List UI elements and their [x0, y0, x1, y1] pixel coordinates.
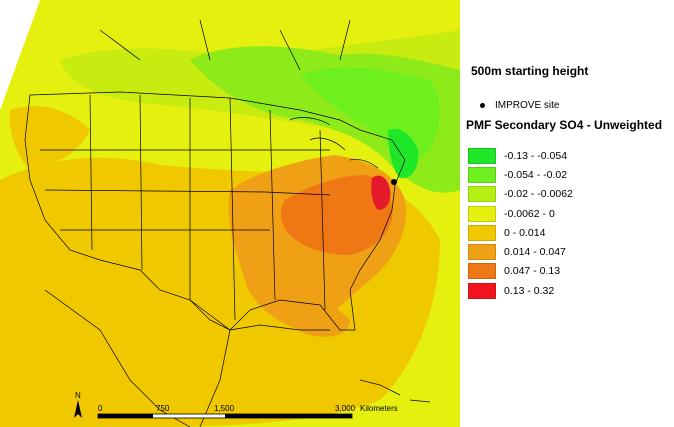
state-lines-vertical [89, 94, 326, 321]
zone-pos-medium-gulf [275, 289, 350, 337]
legend-label: 0.13 - 0.32 [504, 284, 555, 297]
great-lakes [289, 117, 379, 169]
us-outline [24, 91, 406, 331]
scale-tick-2: 1,500 [214, 404, 235, 413]
legend-swatch [468, 205, 496, 222]
legend-swatch [468, 263, 496, 280]
scale-tick-0: 0 [98, 404, 103, 413]
improve-site-marker[interactable] [391, 179, 397, 185]
legend-title: PMF Secondary SO4 - Unweighted [466, 118, 663, 132]
legend-label: -0.13 - -0.054 [504, 149, 568, 162]
zone-pos-high [280, 175, 393, 255]
legend-item: 0.014 - 0.047 [468, 242, 573, 261]
legend-label: 0.047 - 0.13 [504, 265, 561, 278]
site-dot-icon [480, 103, 485, 108]
zone-pos-max [371, 175, 391, 210]
legend-item: -0.02 - -0.0062 [468, 185, 573, 204]
site-legend: IMPROVE site [468, 100, 559, 111]
zone-pos-low-west [9, 106, 90, 170]
scale-units: Kilometers [360, 404, 398, 413]
legend-item: 0 - 0.014 [468, 223, 573, 242]
zone-neg-max [388, 128, 419, 179]
no-data-corner [0, 0, 40, 110]
legend-items: -0.13 - -0.054 -0.054 - -0.02 -0.02 - -0… [468, 146, 573, 300]
north-arrow: N [74, 391, 82, 418]
legend-swatch [468, 224, 496, 241]
legend-panel: 500m starting height IMPROVE site PMF Se… [462, 0, 674, 427]
legend-swatch [468, 244, 496, 261]
north-label: N [75, 391, 81, 400]
legend-label: 0.014 - 0.047 [504, 246, 566, 259]
state-lines-horizontal [40, 149, 331, 231]
boundary-lines [24, 19, 431, 427]
site-legend-label: IMPROVE site [495, 100, 560, 111]
legend-label: -0.054 - -0.02 [504, 168, 568, 181]
legend-swatch [468, 186, 496, 203]
scale-bar: 0 750 1,500 3,000 Kilometers [97, 404, 398, 419]
scale-tick-1: 750 [156, 404, 170, 413]
legend-item: 0.047 - 0.13 [468, 262, 573, 281]
legend-label: -0.0062 - 0 [504, 207, 555, 220]
scale-tick-3: 3,000 [335, 404, 356, 413]
legend-label: -0.02 - -0.0062 [504, 188, 573, 201]
legend-swatch [468, 166, 496, 183]
legend-swatch [468, 147, 496, 164]
legend-item: -0.054 - -0.02 [468, 165, 573, 184]
legend-item: -0.0062 - 0 [468, 204, 573, 223]
legend-item: -0.13 - -0.054 [468, 146, 573, 165]
canada-lines [99, 19, 351, 71]
legend-item: 0.13 - 0.32 [468, 281, 573, 300]
map-canvas[interactable]: N 0 750 1,500 3,000 Kilometers [0, 0, 460, 427]
caribbean-islands [359, 379, 431, 403]
coastline-gulf [189, 299, 330, 331]
subtitle: 500m starting height [471, 64, 589, 78]
legend-swatch [468, 282, 496, 299]
legend-label: 0 - 0.014 [504, 226, 546, 239]
